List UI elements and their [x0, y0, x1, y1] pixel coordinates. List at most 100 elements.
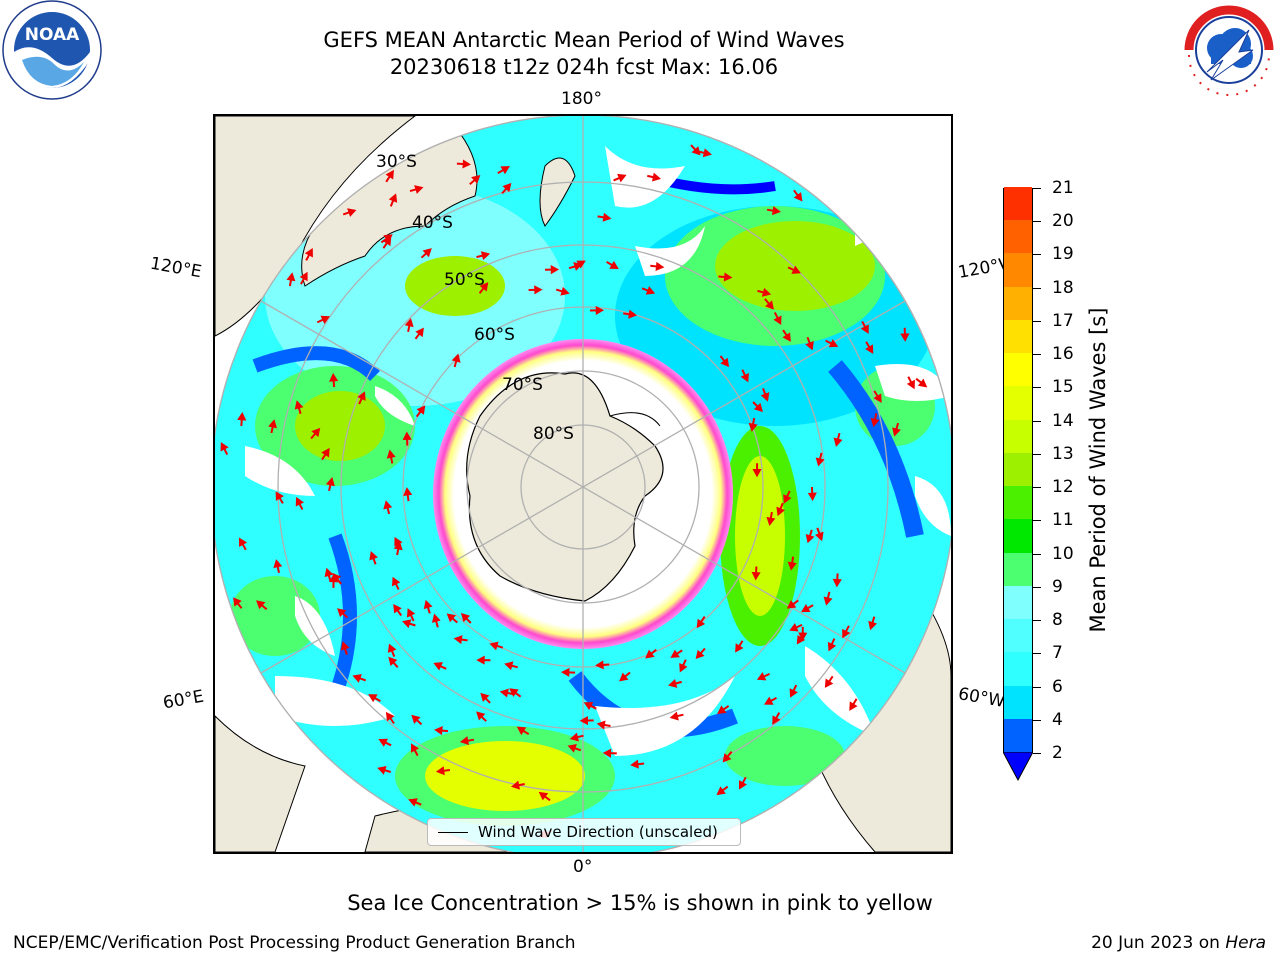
wave-arrow-head [321, 447, 330, 458]
wave-arrow-head [716, 786, 726, 796]
lat-label-60s: 60°S [474, 325, 515, 345]
wave-arrow-head [645, 649, 655, 659]
colorbar-tick [1033, 653, 1041, 655]
colorbar-tick [1033, 753, 1041, 754]
wave-arrow-head [476, 711, 486, 721]
colorbar-tick-label: 12 [1052, 477, 1074, 498]
lon-label-60w: 60°W [956, 684, 1007, 712]
wave-arrow-head [782, 332, 791, 342]
colorbar-tick [1033, 520, 1041, 522]
wave-arrow-head [435, 766, 445, 776]
wave-arrow-head [387, 643, 397, 653]
wave-arrow-head [807, 492, 817, 502]
colorbar-segment [1004, 186, 1032, 221]
footer-credit: NCEP/EMC/Verification Post Processing Pr… [13, 933, 576, 953]
wave-arrow-head [789, 688, 798, 698]
wave-arrow-head [669, 711, 679, 721]
wave-arrow-head [431, 613, 441, 623]
wave-arrow-head [256, 600, 266, 610]
colorbar-tick-label: 13 [1052, 443, 1074, 464]
wave-arrow-head [579, 715, 589, 726]
wave-arrow-head [805, 341, 814, 351]
wave-arrow-head [900, 333, 910, 342]
polar-map [215, 116, 951, 852]
wave-arrow-head [560, 667, 570, 677]
wave-arrow-head [411, 714, 421, 724]
colorbar-tick-label: 17 [1052, 310, 1074, 331]
wave-arrow-head [569, 732, 579, 742]
wave-arrow-head [602, 212, 612, 222]
footer-date-text: 20 Jun 2023 on [1091, 933, 1226, 953]
lat-label-40s: 40°S [412, 213, 453, 233]
colorbar-segment [1004, 419, 1032, 453]
map-legend: Wind Wave Direction (unscaled) [427, 818, 741, 846]
wave-arrow-head [377, 765, 387, 775]
colorbar-tick-label: 7 [1052, 643, 1063, 664]
colorbar-segment [1004, 352, 1032, 387]
colorbar-tick [1033, 586, 1041, 588]
colorbar-tick-label: 16 [1052, 344, 1074, 365]
wave-arrow-head [325, 477, 335, 487]
colorbar-tick-label: 20 [1052, 211, 1074, 232]
wave-arrow-head [388, 656, 398, 666]
wave-arrow-head [583, 702, 594, 711]
wave-arrow-head [273, 559, 283, 569]
wave-arrow-head [471, 175, 481, 184]
lon-label-60e: 60°E [161, 686, 206, 714]
wave-arrow-head [337, 608, 347, 618]
wave-arrow-head [460, 613, 471, 623]
wave-arrow-head [766, 516, 776, 526]
colorbar-label: Mean Period of Wind Waves [s] [1086, 307, 1110, 633]
wave-arrow-head [722, 753, 732, 763]
wave-arrow-head [751, 571, 761, 581]
colorbar-tick [1033, 487, 1041, 489]
colorbar-tick [1033, 287, 1041, 289]
wave-arrow-head [720, 357, 730, 368]
colorbar-tick [1033, 354, 1041, 356]
colorbar-tick-label: 10 [1052, 543, 1074, 564]
wave-arrow-head [383, 500, 393, 510]
wave-arrow-head [828, 339, 839, 348]
wave-arrow-head [378, 738, 388, 747]
wave-arrow-head [451, 353, 461, 363]
wave-arrow-head [446, 613, 456, 623]
wave-arrow-head [655, 261, 665, 271]
wave-arrow-head [873, 393, 882, 403]
wave-arrow-head [294, 400, 304, 410]
wave-arrow-head [403, 487, 413, 497]
wave-arrow-head [651, 172, 662, 182]
wave-arrow-head [402, 431, 412, 441]
wind-wave-arrows [220, 144, 928, 838]
wave-arrow-head [833, 437, 843, 447]
wave-arrow-head [695, 649, 705, 660]
wave-arrow-head [304, 247, 313, 258]
wave-arrow-head [595, 305, 605, 316]
wave-arrow-head [761, 287, 772, 297]
wave-arrow-head [286, 272, 296, 282]
colorbar-segment [1004, 518, 1032, 553]
wave-arrow-head [815, 457, 825, 467]
colorbar-tick-label: 9 [1052, 576, 1063, 597]
wave-arrow-head [416, 405, 426, 415]
wave-arrow-head [679, 662, 688, 673]
wave-arrow-head [462, 159, 471, 169]
wave-arrow-head [783, 494, 792, 504]
wave-arrow-head [414, 185, 424, 194]
wave-arrow-head [404, 317, 414, 328]
wave-arrow-head [740, 372, 749, 383]
wave-arrow-head [892, 427, 901, 437]
wave-arrow-head [842, 628, 851, 639]
wave-arrow-head [357, 391, 366, 401]
footer-host: Hera [1225, 933, 1266, 953]
wave-arrow-head [814, 531, 824, 542]
wave-arrow-head [645, 286, 656, 295]
wave-arrow-head [917, 378, 928, 388]
wave-arrow-head [220, 442, 229, 452]
lon-label-180: 180° [561, 89, 602, 109]
wave-arrow-head [849, 701, 858, 711]
wave-arrow-head [275, 491, 284, 501]
wave-arrow-head [385, 169, 394, 180]
wave-arrow-head [391, 576, 401, 587]
colorbar-tick [1033, 620, 1041, 622]
wave-arrow-head [619, 672, 629, 682]
